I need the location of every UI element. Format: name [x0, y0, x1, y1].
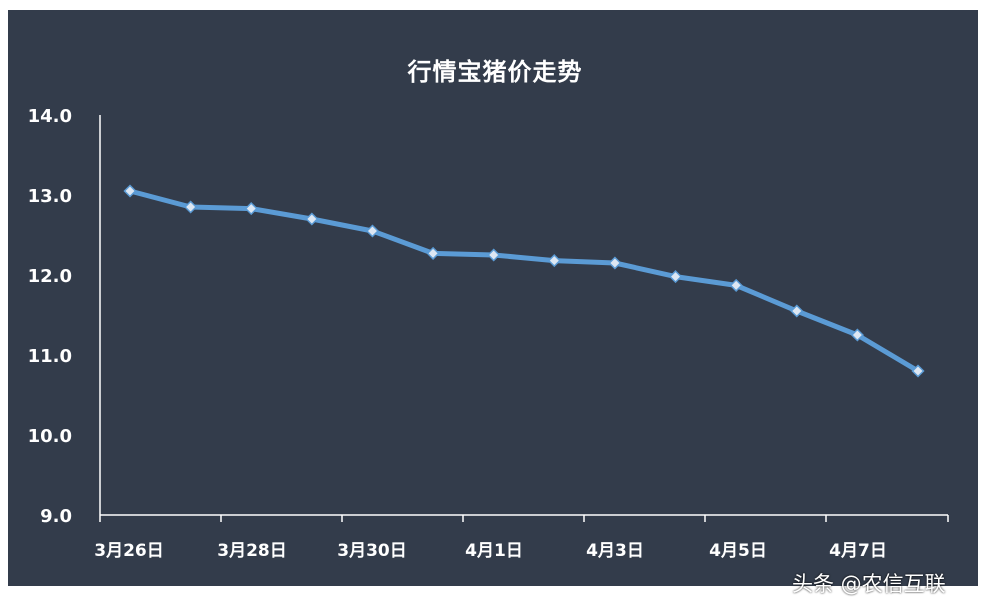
x-tick-label: 3月28日: [217, 541, 287, 561]
data-point: [608, 256, 622, 270]
chart-panel: [8, 10, 978, 586]
y-tick-label: 10.0: [28, 426, 72, 447]
y-tick-label: 12.0: [28, 266, 72, 287]
data-point: [487, 248, 501, 262]
x-tick-label: 4月1日: [465, 541, 523, 561]
x-tick-label: 3月30日: [337, 541, 407, 561]
data-point: [365, 224, 380, 238]
data-point: [790, 304, 804, 318]
y-tick-label: 9.0: [40, 506, 72, 527]
y-tick-label: 13.0: [28, 186, 72, 207]
data-point: [426, 246, 440, 260]
data-point: [244, 202, 258, 216]
data-point: [850, 328, 864, 342]
x-tick-label: 4月5日: [709, 541, 767, 561]
x-tick-label: 4月3日: [586, 541, 644, 561]
data-point: [184, 200, 198, 214]
data-point: [911, 364, 925, 378]
data-point: [668, 270, 683, 284]
data-point: [123, 184, 137, 198]
y-tick-label: 14.0: [28, 106, 72, 127]
y-tick-label: 11.0: [28, 346, 72, 367]
data-point: [729, 278, 743, 292]
series-line: [127, 188, 921, 374]
x-tick-label: 3月26日: [94, 541, 164, 561]
watermark-text: 头条 @农信互联: [792, 572, 946, 596]
data-point: [305, 212, 319, 226]
chart-title: 行情宝猪价走势: [407, 58, 583, 86]
data-point: [547, 254, 561, 268]
x-tick-label: 4月7日: [829, 541, 887, 561]
